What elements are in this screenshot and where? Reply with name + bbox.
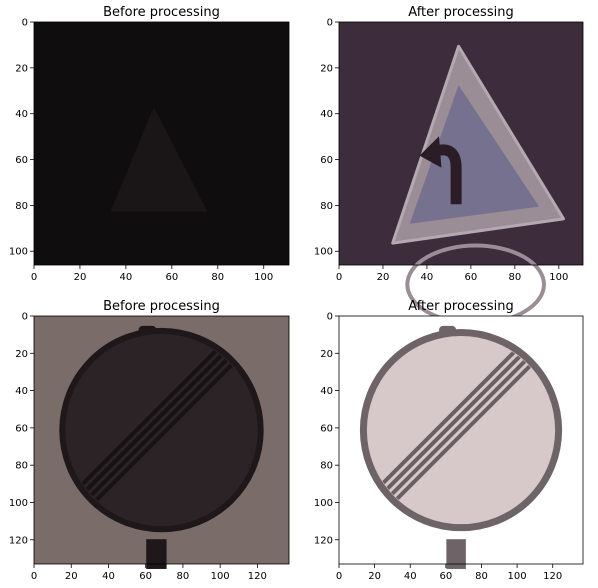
y-tick-label: 0 bbox=[327, 18, 333, 29]
subplot-3: Before processing 0 20 40 60 80 100 120 0 20 40 60 8… bbox=[9, 299, 290, 582]
y-tick-label: 60 bbox=[320, 155, 333, 166]
y-tick-label: 20 bbox=[320, 349, 333, 360]
y-tick-label: 120 bbox=[9, 535, 28, 546]
x-tick-label: 100 bbox=[549, 272, 568, 283]
subplot-title: After processing bbox=[408, 299, 513, 314]
triangle-warning-sign-icon bbox=[34, 22, 289, 265]
x-tick-label: 100 bbox=[254, 272, 273, 283]
curve-arrow bbox=[435, 144, 462, 205]
y-tick-label: 40 bbox=[15, 109, 28, 120]
x-tick-label: 0 bbox=[31, 272, 37, 283]
x-tick-label: 40 bbox=[421, 272, 434, 283]
x-tick-label: 60 bbox=[139, 571, 152, 582]
end-of-restrictions-sign-icon bbox=[339, 316, 583, 569]
y-tick-label: 100 bbox=[314, 498, 333, 509]
y-tick-label: 80 bbox=[15, 461, 28, 472]
x-tick-label: 40 bbox=[102, 571, 115, 582]
arrow-head bbox=[419, 136, 442, 168]
x-tick-label: 80 bbox=[508, 272, 521, 283]
axes-frame bbox=[338, 315, 584, 565]
x-tick-label: 0 bbox=[336, 571, 342, 582]
subplot-title: After processing bbox=[408, 5, 513, 20]
x-tick-label: 0 bbox=[336, 272, 342, 283]
y-tick-label: 100 bbox=[314, 247, 333, 258]
y-tick-label: 20 bbox=[320, 63, 333, 74]
axes-frame bbox=[33, 315, 290, 565]
faint-sign-shape bbox=[110, 107, 208, 212]
x-tick-label: 100 bbox=[508, 571, 527, 582]
x-tick-label: 20 bbox=[74, 272, 87, 283]
x-tick-label: 40 bbox=[404, 571, 417, 582]
y-tick-label: 80 bbox=[15, 201, 28, 212]
y-tick-label: 60 bbox=[15, 423, 28, 434]
x-tick-label: 40 bbox=[120, 272, 133, 283]
x-tick-label: 60 bbox=[465, 272, 478, 283]
subplot-1: Before processing 0 20 40 60 80 100 0 20 40 60 80 10… bbox=[9, 5, 290, 283]
y-tick-label: 40 bbox=[15, 386, 28, 397]
y-tick-label: 100 bbox=[9, 247, 28, 258]
x-tick-label: 60 bbox=[165, 272, 178, 283]
circular-sign bbox=[359, 328, 563, 532]
x-tick-label: 80 bbox=[475, 571, 488, 582]
y-tick-label: 60 bbox=[320, 423, 333, 434]
sign-face bbox=[409, 85, 540, 224]
y-tick-label: 0 bbox=[327, 312, 333, 323]
x-tick-label: 100 bbox=[211, 571, 230, 582]
axes-frame bbox=[338, 21, 584, 266]
x-tick-label: 120 bbox=[248, 571, 267, 582]
x-tick-label: 60 bbox=[439, 571, 452, 582]
y-tick-label: 120 bbox=[314, 535, 333, 546]
y-tick-label: 0 bbox=[22, 312, 28, 323]
y-tick-label: 60 bbox=[15, 155, 28, 166]
x-tick-label: 120 bbox=[543, 571, 562, 582]
y-tick-label: 80 bbox=[320, 201, 333, 212]
sign-post-bottom bbox=[446, 539, 466, 569]
sign-post-bottom bbox=[146, 539, 167, 569]
x-tick-label: 0 bbox=[31, 571, 37, 582]
x-tick-label: 20 bbox=[368, 571, 381, 582]
subplot-title: Before processing bbox=[103, 299, 220, 314]
y-tick-label: 100 bbox=[9, 498, 28, 509]
y-tick-label: 80 bbox=[320, 461, 333, 472]
y-tick-label: 0 bbox=[22, 18, 28, 29]
x-tick-label: 80 bbox=[211, 272, 224, 283]
circular-sign bbox=[59, 327, 264, 533]
y-tick-label: 20 bbox=[15, 63, 28, 74]
subplot-title: Before processing bbox=[103, 5, 220, 20]
subplot-4: After processing 0 20 40 60 80 100 120 0 20 40 60 80… bbox=[314, 299, 584, 582]
triangle-warning-sign-icon bbox=[339, 22, 583, 326]
x-tick-label: 20 bbox=[65, 571, 78, 582]
x-tick-label: 20 bbox=[377, 272, 390, 283]
axes-frame bbox=[33, 21, 290, 266]
y-tick-label: 40 bbox=[320, 109, 333, 120]
y-tick-label: 20 bbox=[15, 349, 28, 360]
subplot-2: After processing 0 20 40 60 80 100 0 20 40 60 80 100 bbox=[314, 5, 584, 326]
x-tick-label: 80 bbox=[177, 571, 190, 582]
end-of-restrictions-sign-icon bbox=[34, 316, 289, 569]
y-tick-label: 40 bbox=[320, 386, 333, 397]
